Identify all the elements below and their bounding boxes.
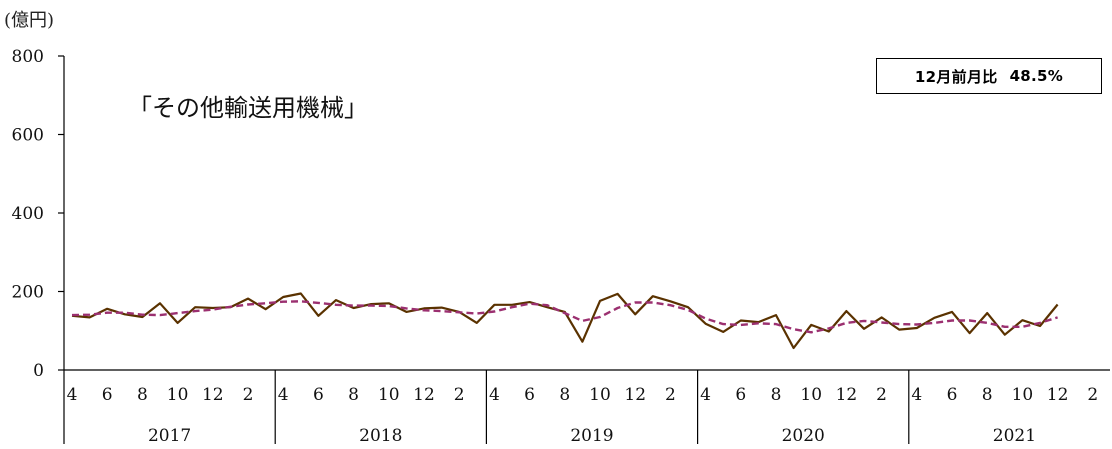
x-month-label: 4 [911,385,922,405]
x-year-label: 2017 [148,426,191,446]
y-tick-label: 200 [12,283,44,303]
x-year-label: 2021 [993,426,1036,446]
x-month-label: 6 [102,385,113,405]
x-month-label: 10 [589,385,611,405]
y-tick-label: 800 [12,47,44,67]
x-month-label: 8 [771,385,782,405]
x-month-label: 4 [67,385,78,405]
x-month-label: 12 [624,385,646,405]
badge-value: 48.5% [1009,67,1064,85]
x-month-label: 10 [800,385,822,405]
x-month-label: 4 [489,385,500,405]
x-month-label: 6 [313,385,324,405]
series-layer [71,292,1059,350]
x-month-label: 2 [243,385,254,405]
x-year-label: 2019 [570,426,613,446]
x-month-label: 4 [278,385,289,405]
badge-label: 12月前月比 [914,67,998,86]
x-month-label: 2 [1087,385,1098,405]
x-month-label: 12 [836,385,858,405]
y-tick-label: 0 [33,361,44,381]
y-axis-unit-label: (億円) [4,10,55,31]
y-tick-label: 600 [12,126,44,146]
labels-layer: 0 200 400 600 800 4 6 8 10 12 2 4 6 8 10 12 2 4 6 8 10 12 2 4 6 8… [12,47,1099,446]
x-month-label: 12 [413,385,435,405]
x-year-label: 2020 [782,426,825,446]
x-year-label: 2018 [359,426,402,446]
x-month-label: 2 [665,385,676,405]
x-month-label: 10 [1012,385,1034,405]
x-month-label: 12 [1047,385,1069,405]
chart-annotation: 「その他輸送用機械」 [128,94,368,122]
x-month-label: 12 [202,385,224,405]
x-month-label: 8 [137,385,148,405]
x-month-label: 10 [378,385,400,405]
axes-layer [58,55,1110,444]
x-month-label: 6 [735,385,746,405]
x-month-label: 2 [876,385,887,405]
x-month-label: 6 [947,385,958,405]
actual-series-line [71,292,1059,350]
x-month-label: 4 [700,385,711,405]
x-month-label: 2 [454,385,465,405]
y-tick-label: 400 [12,204,44,224]
trend-series-line [71,300,1058,334]
x-month-label: 10 [167,385,189,405]
x-month-label: 8 [559,385,570,405]
x-month-label: 8 [348,385,359,405]
x-month-label: 8 [982,385,993,405]
x-month-label: 6 [524,385,535,405]
month-over-month-badge: 12月前月比 48.5% [876,58,1102,94]
